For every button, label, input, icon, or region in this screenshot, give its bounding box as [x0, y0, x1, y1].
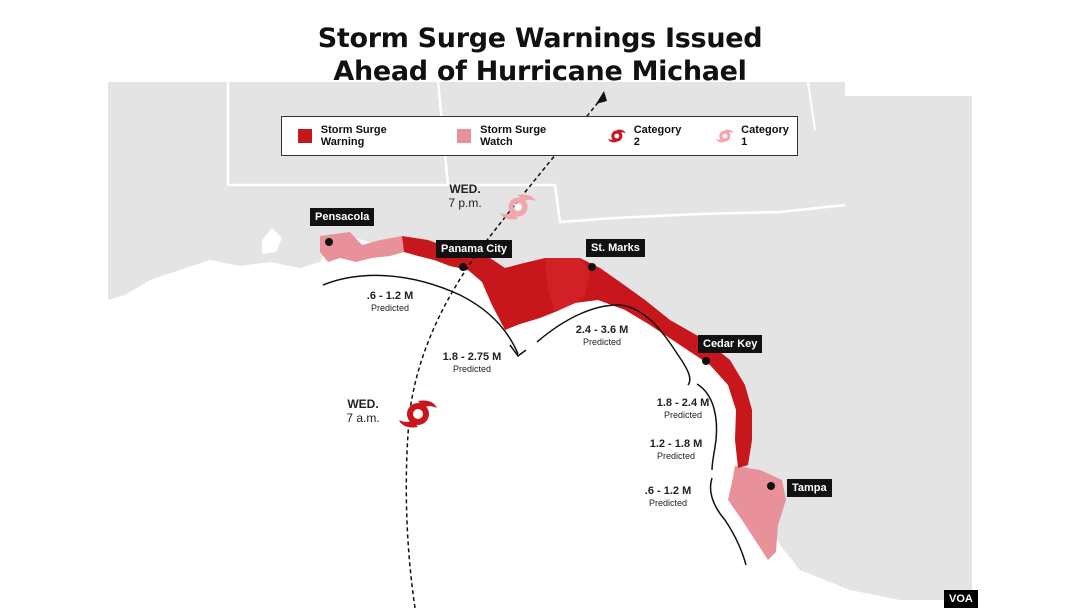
surge-bracket — [322, 274, 519, 355]
surge-label: 1.8 - 2.75 M Predicted — [437, 351, 507, 375]
surge-range: 1.2 - 1.8 M — [649, 438, 703, 450]
place-label-cedar-key: Cedar Key — [698, 335, 763, 353]
watch-swatch — [457, 129, 472, 143]
st-marks-marker — [588, 263, 596, 271]
track-label-wed-pm: WED. 7 p.m. — [440, 182, 490, 210]
surge-label: 1.2 - 1.8 M Predicted — [641, 438, 711, 462]
title-line-2: Ahead of Hurricane Michael — [333, 56, 747, 87]
surge-predicted: Predicted — [452, 364, 492, 374]
place-label-pensacola: Pensacola — [310, 208, 375, 226]
tampa-marker — [767, 482, 775, 490]
legend-category1: Category 1 — [715, 124, 797, 148]
track-label-wed-am: WED. 7 a.m. — [338, 397, 388, 425]
hurricane-icon — [608, 129, 626, 143]
storm-track — [405, 99, 601, 608]
surge-warning-coast — [402, 236, 752, 468]
surge-predicted: Predicted — [370, 303, 410, 313]
track-time: 7 p.m. — [448, 196, 482, 210]
surge-label: .6 - 1.2 M Predicted — [633, 485, 703, 509]
surge-predicted: Predicted — [656, 451, 696, 461]
surge-predicted: Predicted — [648, 498, 688, 508]
hurricane-icon — [715, 129, 734, 143]
surge-range: 1.8 - 2.75 M — [442, 351, 502, 363]
warning-swatch — [298, 129, 312, 143]
surge-watch-tampa — [728, 466, 786, 560]
place-label-panama-city: Panama City — [436, 240, 513, 258]
legend: Storm Surge Warning Storm Surge Watch Ca… — [281, 116, 798, 156]
legend-warning-label: Storm Surge Warning — [320, 124, 387, 148]
surge-bracket — [696, 383, 718, 471]
land-mass — [108, 82, 972, 600]
surge-warning-inner — [545, 258, 590, 312]
hurricane-category1-icon — [500, 194, 536, 220]
legend-warning: Storm Surge Warning — [298, 124, 431, 148]
voa-credit: VOA — [944, 590, 978, 608]
surge-bracket — [509, 344, 527, 358]
title-line-1: Storm Surge Warnings Issued — [317, 23, 763, 54]
surge-range: 1.8 - 2.4 M — [656, 397, 710, 409]
place-label-tampa: Tampa — [787, 479, 832, 497]
place-label-st-marks: St. Marks — [586, 239, 645, 257]
surge-label: 1.8 - 2.4 M Predicted — [648, 397, 718, 421]
track-time: 7 a.m. — [346, 411, 380, 425]
cedar-key-marker — [702, 357, 710, 365]
hurricane-category2-icon — [399, 400, 437, 428]
pensacola-marker — [325, 238, 333, 246]
legend-category2-label: Category 2 — [633, 124, 682, 148]
track-day: WED. — [347, 397, 379, 411]
surge-label: .6 - 1.2 M Predicted — [355, 290, 425, 314]
state-border — [226, 82, 846, 224]
legend-watch-label: Storm Surge Watch — [480, 124, 547, 148]
surge-predicted: Predicted — [663, 410, 703, 420]
panama-city-marker — [459, 263, 467, 271]
surge-label: 2.4 - 3.6 M Predicted — [567, 324, 637, 348]
map-title: Storm Surge Warnings Issued Ahead of Hur… — [0, 22, 1080, 88]
track-day: WED. — [449, 182, 481, 196]
surge-range: .6 - 1.2 M — [366, 290, 414, 302]
state-border — [807, 81, 816, 131]
storm-track-arrow — [596, 91, 607, 104]
surge-bracket — [709, 477, 747, 566]
legend-category1-label: Category 1 — [741, 124, 789, 148]
bay-west — [108, 300, 170, 380]
legend-watch: Storm Surge Watch — [457, 124, 580, 148]
surge-watch-pensacola — [320, 232, 404, 262]
surge-range: .6 - 1.2 M — [644, 485, 692, 497]
bay-pensacola — [262, 228, 282, 254]
legend-category2: Category 2 — [608, 124, 689, 148]
surge-bracket — [536, 304, 691, 386]
surge-range: 2.4 - 3.6 M — [575, 324, 629, 336]
surge-predicted: Predicted — [582, 337, 622, 347]
